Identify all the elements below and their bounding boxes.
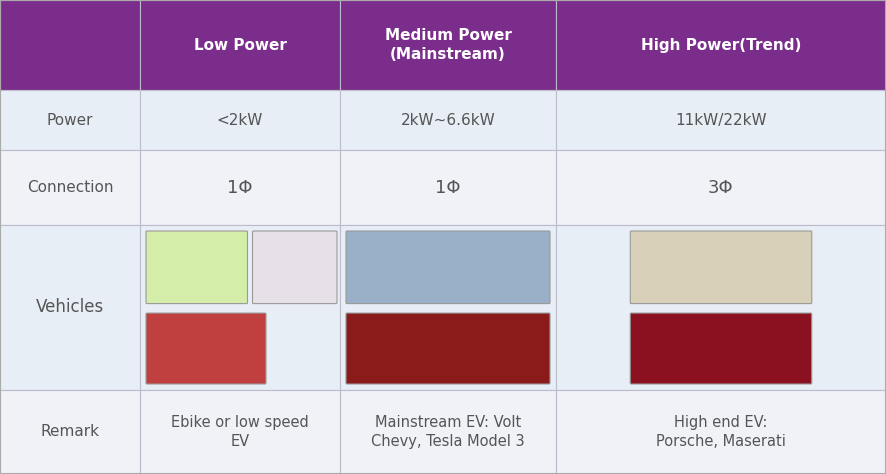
Bar	[556, 0, 886, 90]
Text: High end EV:
Porsche, Maserati: High end EV: Porsche, Maserati	[656, 415, 786, 449]
Text: Ebike or low speed
EV: Ebike or low speed EV	[171, 415, 309, 449]
FancyBboxPatch shape	[346, 313, 550, 384]
Text: 3Φ: 3Φ	[708, 179, 734, 197]
Bar	[0, 225, 140, 390]
Text: 1Φ: 1Φ	[227, 179, 253, 197]
Bar	[340, 0, 556, 90]
FancyBboxPatch shape	[630, 231, 812, 304]
Text: Power: Power	[47, 112, 93, 128]
Text: 1Φ: 1Φ	[435, 179, 461, 197]
Text: Medium Power
(Mainstream): Medium Power (Mainstream)	[385, 27, 511, 63]
Bar	[140, 90, 340, 150]
Bar	[556, 390, 886, 474]
Text: High Power(Trend): High Power(Trend)	[641, 37, 801, 53]
Text: <2kW: <2kW	[217, 112, 263, 128]
Bar	[340, 150, 556, 225]
FancyBboxPatch shape	[630, 313, 812, 384]
FancyBboxPatch shape	[146, 231, 247, 304]
Text: Connection: Connection	[27, 180, 113, 195]
Text: Low Power: Low Power	[193, 37, 286, 53]
Bar	[140, 225, 340, 390]
Bar	[140, 150, 340, 225]
Bar	[0, 150, 140, 225]
FancyBboxPatch shape	[146, 313, 266, 384]
Bar	[556, 225, 886, 390]
Bar	[0, 390, 140, 474]
Bar	[0, 90, 140, 150]
Bar	[340, 390, 556, 474]
Text: Vehicles: Vehicles	[35, 299, 105, 317]
Text: Remark: Remark	[41, 425, 99, 439]
Text: 11kW/22kW: 11kW/22kW	[675, 112, 766, 128]
FancyBboxPatch shape	[253, 231, 337, 304]
Bar	[340, 225, 556, 390]
Bar	[556, 150, 886, 225]
Text: Mainstream EV: Volt
Chevy, Tesla Model 3: Mainstream EV: Volt Chevy, Tesla Model 3	[371, 415, 525, 449]
Bar	[0, 0, 140, 90]
Bar	[340, 90, 556, 150]
Bar	[556, 90, 886, 150]
FancyBboxPatch shape	[346, 231, 550, 304]
Bar	[140, 0, 340, 90]
Bar	[140, 390, 340, 474]
Text: 2kW~6.6kW: 2kW~6.6kW	[400, 112, 495, 128]
